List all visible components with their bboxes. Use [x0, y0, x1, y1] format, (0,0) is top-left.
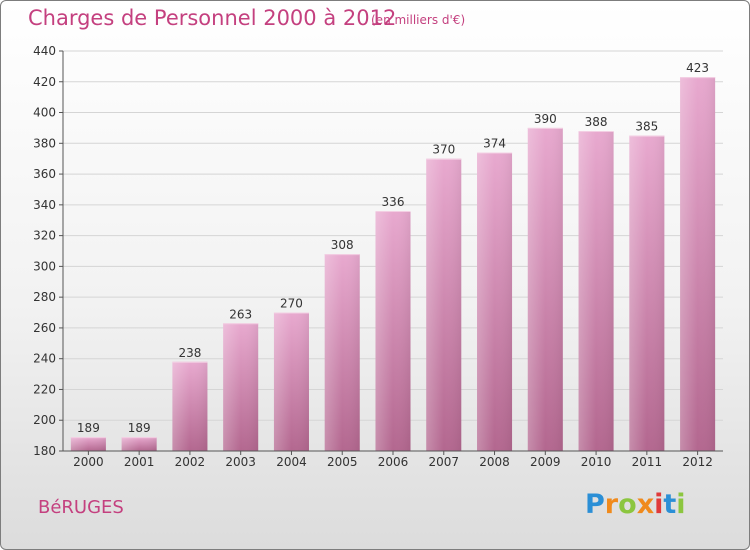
data-label-2000: 189: [77, 421, 100, 435]
data-label-2012: 423: [686, 61, 709, 75]
data-label-2011: 385: [635, 120, 658, 134]
x-tick-label-2002: 2002: [175, 455, 206, 469]
data-label-2004: 270: [280, 297, 303, 311]
y-tick-label: 420: [33, 75, 56, 89]
data-label-2008: 374: [483, 137, 506, 151]
data-label-2002: 238: [178, 346, 201, 360]
commune-name: BéRUGES: [38, 497, 124, 518]
bar-shine-2012: [680, 77, 716, 452]
y-tick-label: 220: [33, 382, 56, 396]
y-tick-label: 340: [33, 198, 56, 212]
data-label-2001: 189: [128, 421, 151, 435]
proxiti-logo: Proxiti: [585, 489, 686, 520]
x-tick-label-2000: 2000: [73, 455, 104, 469]
bar-shine-2007: [426, 158, 462, 451]
x-tick-label-2011: 2011: [632, 455, 663, 469]
x-tick-label-2006: 2006: [378, 455, 409, 469]
y-tick-label: 360: [33, 167, 56, 181]
chart-subtitle: (en milliers d'€): [371, 13, 466, 27]
x-tick-label-2010: 2010: [581, 455, 612, 469]
data-label-2007: 370: [432, 143, 455, 157]
bar-shine-2011: [629, 135, 665, 451]
data-label-2006: 336: [382, 195, 405, 209]
x-tick-label-2007: 2007: [428, 455, 459, 469]
y-tick-label: 400: [33, 106, 56, 120]
bar-shine-2002: [172, 361, 208, 451]
data-label-2009: 390: [534, 112, 557, 126]
bar-shine-2008: [477, 152, 513, 452]
data-label-2005: 308: [331, 238, 354, 252]
y-tick-label: 440: [33, 44, 56, 58]
y-tick-label: 380: [33, 136, 56, 150]
data-label-2010: 388: [585, 115, 608, 129]
y-tick-label: 320: [33, 229, 56, 243]
bar-shine-2004: [273, 312, 309, 451]
y-tick-label: 200: [33, 413, 56, 427]
x-tick-label-2005: 2005: [327, 455, 358, 469]
bar-shine-2009: [527, 127, 563, 451]
x-tick-label-2008: 2008: [479, 455, 510, 469]
bar-shine-2005: [324, 254, 360, 451]
y-tick-label: 180: [33, 444, 56, 458]
chart-title: Charges de Personnel 2000 à 2012: [28, 6, 397, 30]
x-tick-label-2004: 2004: [276, 455, 307, 469]
y-tick-label: 300: [33, 259, 56, 273]
x-tick-label-2001: 2001: [124, 455, 155, 469]
y-tick-label: 280: [33, 290, 56, 304]
bar-shine-2000: [70, 437, 106, 451]
bar-shine-2001: [121, 437, 157, 451]
bar-shine-2006: [375, 211, 411, 451]
x-tick-label-2003: 2003: [225, 455, 256, 469]
x-tick-label-2012: 2012: [682, 455, 713, 469]
y-tick-label: 240: [33, 352, 56, 366]
x-tick-label-2009: 2009: [530, 455, 561, 469]
data-label-2003: 263: [229, 307, 252, 321]
bar-shine-2003: [223, 323, 259, 451]
y-tick-label: 260: [33, 321, 56, 335]
bar-shine-2010: [578, 131, 614, 451]
